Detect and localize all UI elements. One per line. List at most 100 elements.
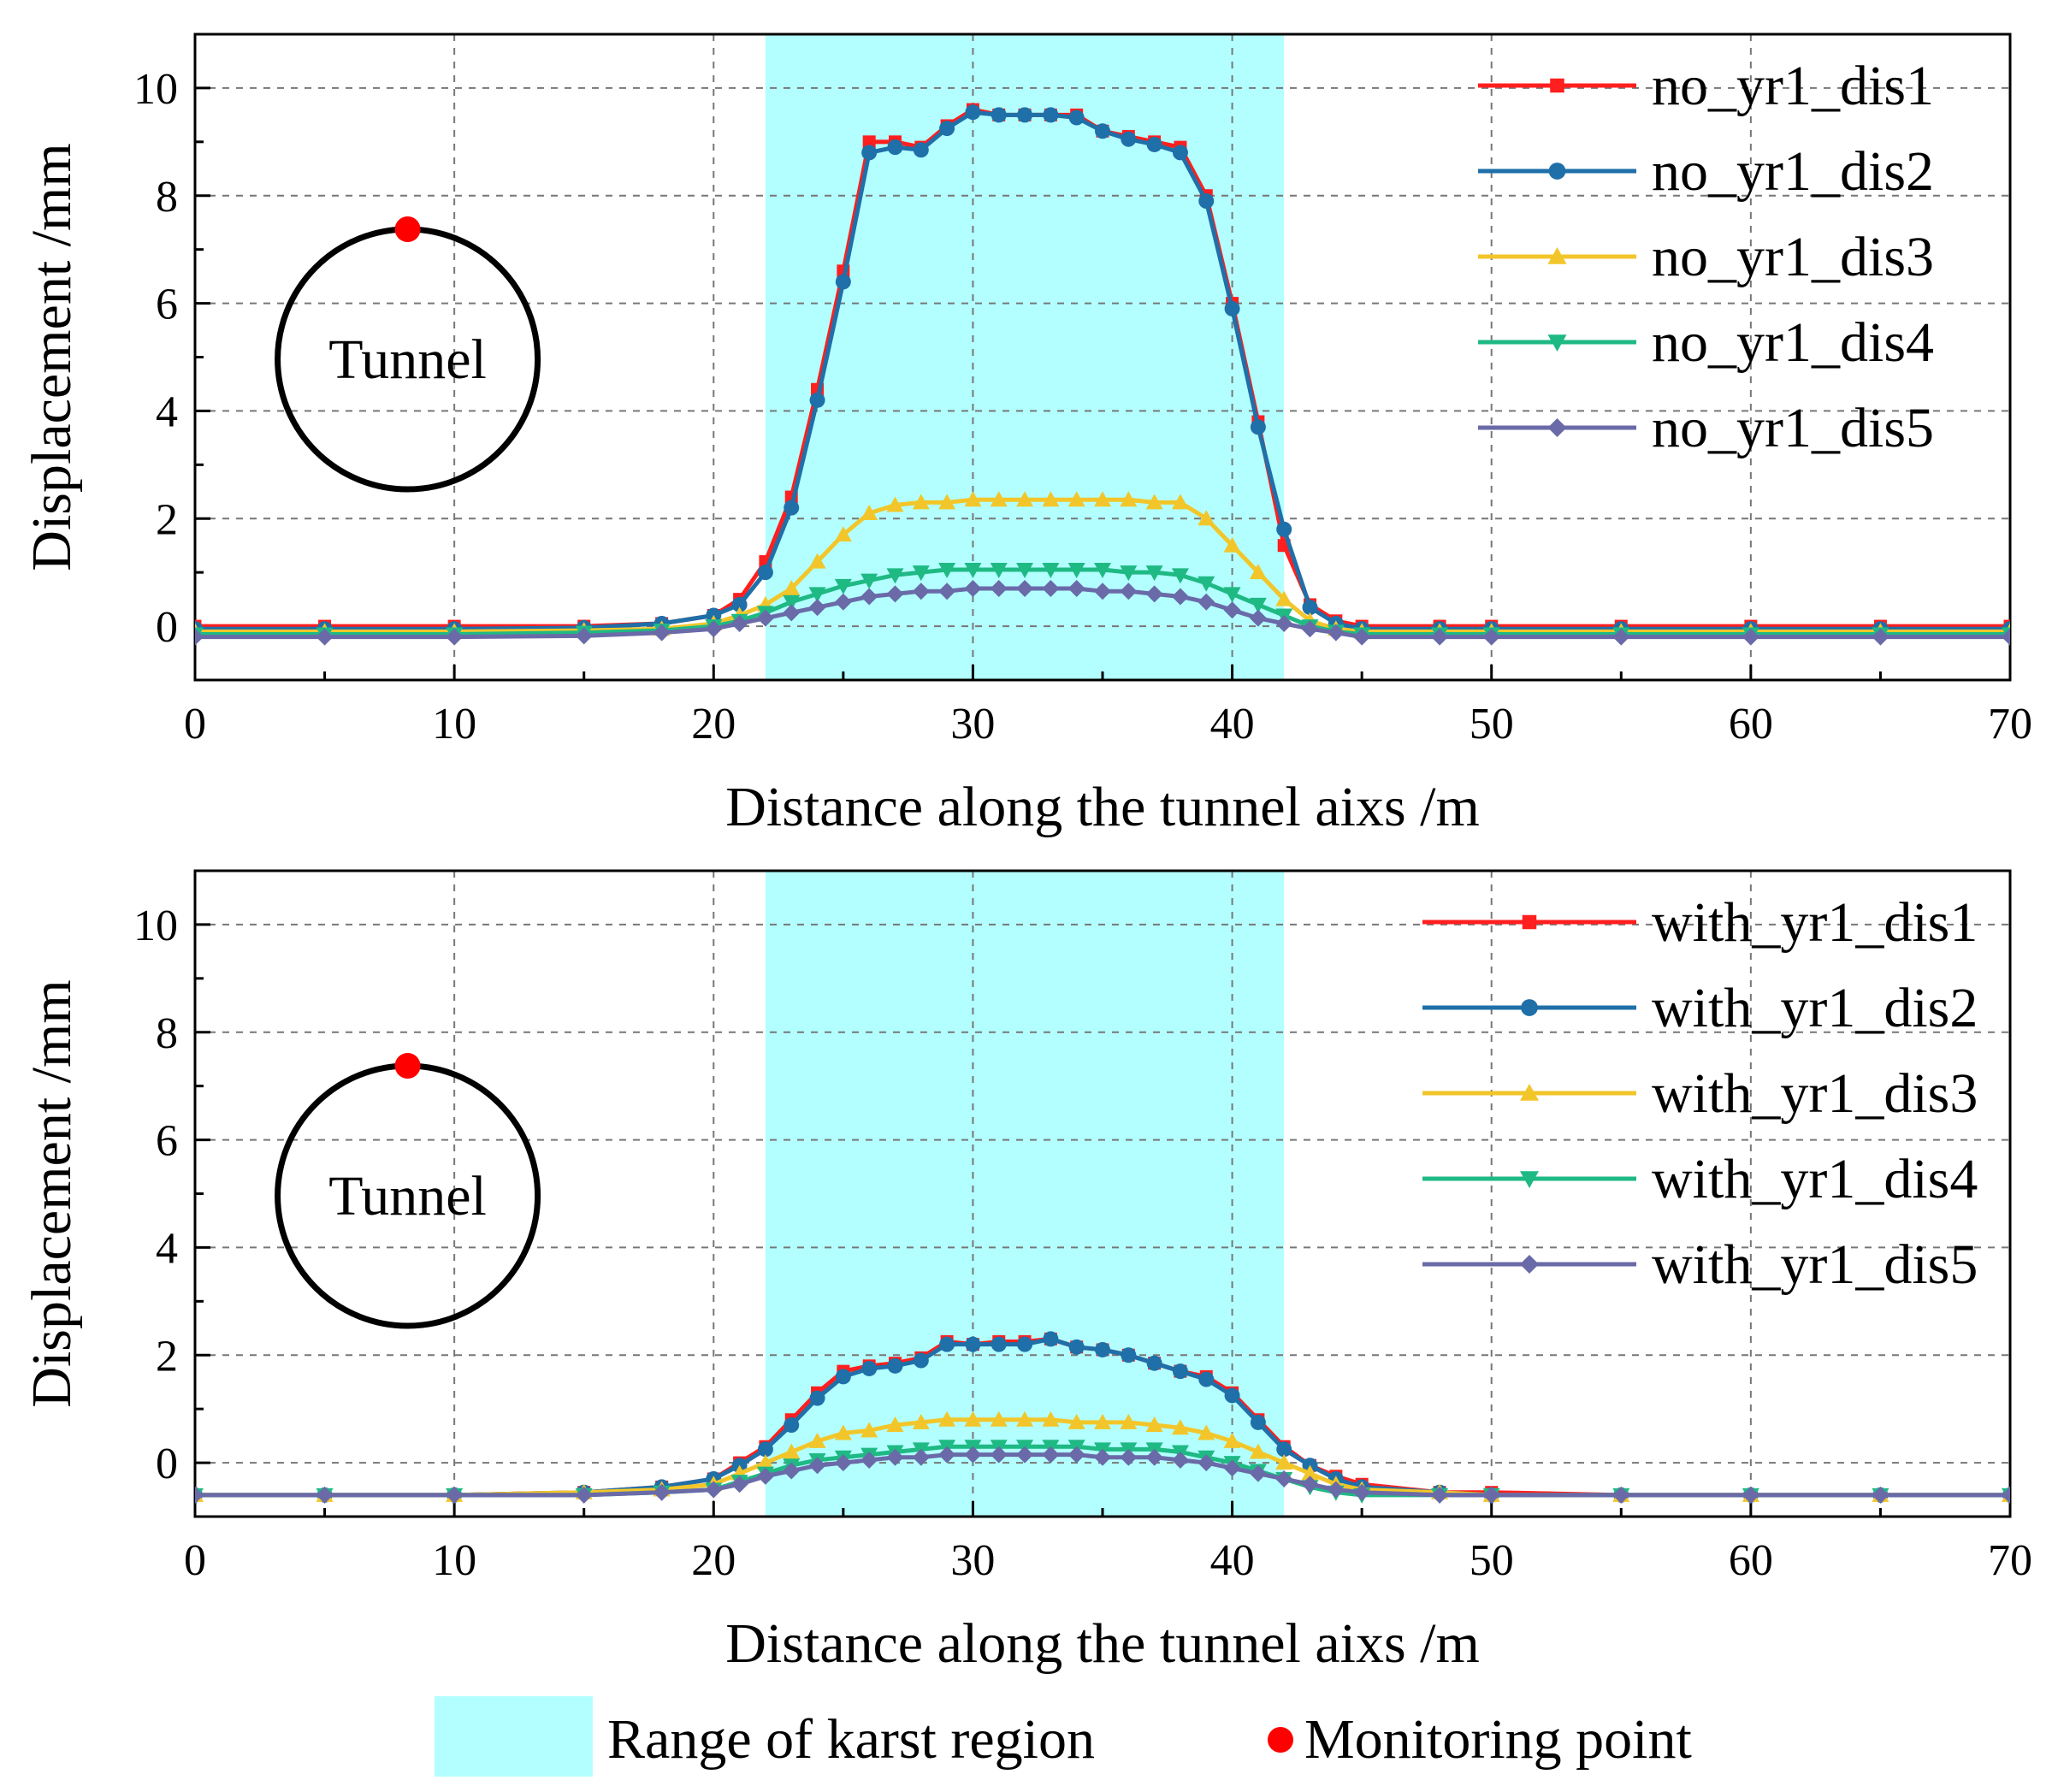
data-point: [784, 500, 800, 516]
data-point: [990, 491, 1008, 507]
data-point: [1094, 1413, 1111, 1429]
x-tick-label: 60: [1729, 700, 1773, 748]
data-point: [575, 627, 593, 645]
data-point: [1353, 628, 1371, 646]
data-point: [834, 578, 852, 594]
tunnel-label: Tunnel: [328, 1165, 487, 1227]
data-point: [1249, 609, 1267, 627]
data-point: [1431, 628, 1449, 646]
data-point: [1198, 1371, 1215, 1387]
data-point: [991, 1336, 1007, 1352]
data-point: [1223, 601, 1241, 619]
x-tick-label: 40: [1210, 700, 1255, 748]
data-point: [1353, 1483, 1371, 1501]
data-point: [1223, 536, 1241, 553]
data-point: [1016, 1411, 1034, 1427]
data-point: [913, 1352, 929, 1369]
karst-legend-swatch: [435, 1696, 593, 1777]
data-point: [784, 1417, 800, 1434]
legend-label: with_yr1_dis3: [1652, 1062, 1978, 1125]
data-point: [964, 1411, 982, 1427]
data-point: [653, 1483, 671, 1501]
data-point: [1301, 1476, 1319, 1493]
data-point: [1301, 620, 1319, 638]
legend-marker: [1520, 1255, 1539, 1274]
data-point: [1146, 1355, 1162, 1371]
data-point: [990, 1411, 1008, 1427]
data-point: [990, 580, 1008, 598]
data-point: [860, 573, 878, 589]
data-point: [446, 628, 464, 646]
legend-item-5: with_yr1_dis5: [1422, 1233, 1978, 1296]
data-point: [1016, 1446, 1034, 1464]
data-point: [1198, 510, 1215, 526]
data-point: [1068, 109, 1085, 126]
y-tick-label: 0: [156, 1440, 178, 1488]
x-tick-label: 0: [184, 700, 206, 748]
legend-label: no_yr1_dis4: [1652, 311, 1934, 374]
chart-panel-1: 0 10 20 30 40 50 60 70 0 2 4 6 8 10 Distance along the…: [21, 33, 2032, 838]
data-point: [1302, 600, 1318, 616]
data-point: [809, 392, 825, 408]
data-point: [705, 620, 723, 638]
data-point: [1095, 1341, 1110, 1357]
legend-item-1: no_yr1_dis1: [1478, 55, 1934, 117]
x-tick-label: 10: [432, 1536, 476, 1585]
data-point: [809, 1390, 825, 1406]
legend-item-4: with_yr1_dis4: [1422, 1148, 1978, 1210]
data-point: [756, 1467, 774, 1485]
y-tick-label: 0: [156, 603, 178, 652]
legend-marker: [1522, 914, 1537, 930]
karst-region: [765, 871, 1285, 1517]
legend-label: with_yr1_dis2: [1652, 977, 1978, 1039]
data-point: [1042, 1411, 1060, 1427]
legend-item-3: no_yr1_dis3: [1478, 226, 1934, 288]
data-point: [990, 1446, 1008, 1464]
data-point: [757, 565, 773, 581]
x-tick-label: 50: [1470, 700, 1514, 748]
legend-item-1: with_yr1_dis1: [1422, 891, 1978, 954]
data-point: [834, 1454, 852, 1472]
series-5: [195, 580, 2010, 646]
legend-marker: [1520, 1084, 1539, 1101]
data-point: [886, 585, 904, 603]
x-axis-title: Distance along the tunnel aixs /m: [725, 1612, 1480, 1675]
legend-marker: [1547, 247, 1567, 264]
data-point: [990, 563, 1008, 579]
data-point: [1250, 419, 1266, 435]
monitoring-point-marker: [394, 216, 421, 242]
data-point: [939, 121, 955, 137]
data-point: [316, 628, 334, 646]
data-point: [965, 104, 981, 121]
legend-item-4: no_yr1_dis4: [1478, 311, 1934, 374]
karst-legend-label: Range of karst region: [607, 1708, 1095, 1771]
data-point: [886, 1416, 904, 1433]
legend-marker: [1548, 163, 1566, 180]
data-point: [1431, 1486, 1449, 1504]
legend-label: no_yr1_dis3: [1652, 226, 1934, 288]
y-tick-label: 10: [133, 902, 178, 950]
data-point: [861, 1360, 878, 1376]
legend-item-3: with_yr1_dis3: [1422, 1062, 1978, 1125]
data-point: [964, 1446, 982, 1464]
data-point: [1017, 1336, 1033, 1352]
data-point: [1016, 491, 1034, 507]
y-tick-label: 2: [156, 495, 178, 544]
data-point: [964, 580, 982, 598]
data-point: [757, 1441, 773, 1458]
data-point: [1275, 614, 1293, 632]
legend-label: no_yr1_dis1: [1652, 55, 1934, 117]
legend-item-2: with_yr1_dis2: [1422, 977, 1978, 1039]
data-point: [965, 1336, 981, 1352]
legend-marker: [1520, 1171, 1539, 1188]
x-tick-label: 20: [691, 700, 736, 748]
data-point: [1172, 1363, 1188, 1380]
data-point: [1872, 1486, 1889, 1504]
data-point: [1198, 593, 1215, 611]
data-point: [834, 1424, 852, 1440]
y-tick-label: 8: [156, 173, 178, 222]
x-tick-label: 70: [1988, 700, 2032, 748]
data-point: [860, 1422, 878, 1438]
x-axis-title: Distance along the tunnel aixs /m: [725, 776, 1480, 838]
data-point: [1327, 1481, 1345, 1499]
